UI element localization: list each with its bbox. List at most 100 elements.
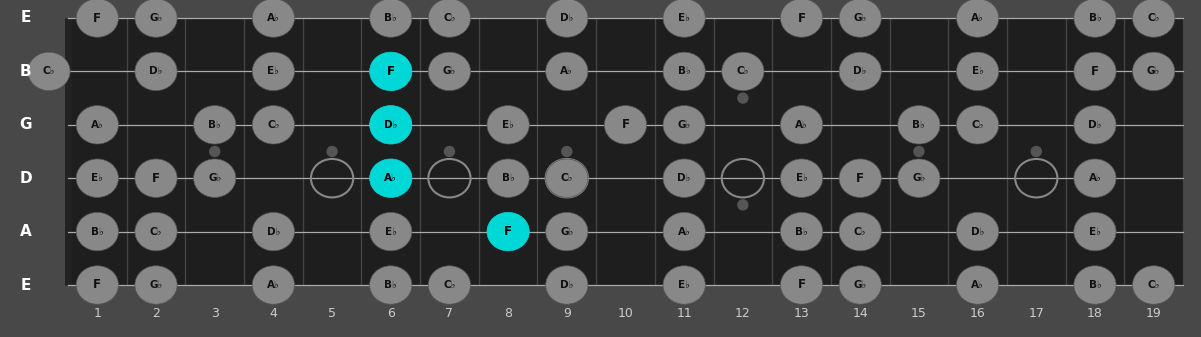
Ellipse shape — [839, 159, 882, 197]
Ellipse shape — [781, 105, 823, 144]
Circle shape — [210, 147, 220, 156]
Ellipse shape — [781, 266, 823, 304]
Text: 6: 6 — [387, 307, 395, 320]
Ellipse shape — [839, 0, 882, 37]
Text: 3: 3 — [210, 307, 219, 320]
Text: A♭: A♭ — [677, 226, 691, 237]
Text: F: F — [153, 172, 160, 185]
Ellipse shape — [545, 52, 588, 91]
Text: 10: 10 — [617, 307, 633, 320]
Text: A♭: A♭ — [384, 173, 398, 183]
Text: A: A — [20, 224, 31, 239]
Text: 12: 12 — [735, 307, 751, 320]
Text: C♭: C♭ — [43, 66, 55, 76]
Ellipse shape — [76, 159, 119, 197]
Text: E♭: E♭ — [972, 66, 984, 76]
Text: E♭: E♭ — [679, 13, 691, 23]
Ellipse shape — [486, 159, 530, 197]
Text: A♭: A♭ — [1088, 173, 1101, 183]
Ellipse shape — [839, 52, 882, 91]
Ellipse shape — [956, 105, 999, 144]
Ellipse shape — [1074, 52, 1116, 91]
Ellipse shape — [135, 266, 178, 304]
Text: G♭: G♭ — [208, 173, 221, 183]
Ellipse shape — [604, 105, 646, 144]
Ellipse shape — [193, 105, 235, 144]
Ellipse shape — [663, 159, 705, 197]
Text: F: F — [94, 11, 101, 25]
Text: C♭: C♭ — [854, 226, 866, 237]
Ellipse shape — [135, 52, 178, 91]
Ellipse shape — [76, 266, 119, 304]
Text: G♭: G♭ — [677, 120, 691, 130]
Text: C♭: C♭ — [972, 120, 984, 130]
Ellipse shape — [663, 52, 705, 91]
Text: D♭: D♭ — [970, 226, 985, 237]
Ellipse shape — [135, 159, 178, 197]
Ellipse shape — [252, 105, 294, 144]
Text: G♭: G♭ — [854, 280, 867, 290]
Ellipse shape — [545, 159, 588, 197]
Circle shape — [327, 147, 337, 156]
Circle shape — [1032, 147, 1041, 156]
Ellipse shape — [252, 212, 294, 251]
Text: 15: 15 — [912, 307, 927, 320]
Text: B♭: B♭ — [502, 173, 514, 183]
Ellipse shape — [722, 52, 764, 91]
Text: F: F — [94, 278, 101, 292]
Ellipse shape — [486, 105, 530, 144]
Text: D♭: D♭ — [384, 120, 398, 130]
Text: G♭: G♭ — [560, 226, 574, 237]
Text: A♭: A♭ — [795, 120, 808, 130]
Ellipse shape — [545, 0, 588, 37]
Text: B♭: B♭ — [795, 226, 808, 237]
Ellipse shape — [898, 105, 940, 144]
Ellipse shape — [429, 52, 471, 91]
Text: G♭: G♭ — [149, 13, 162, 23]
Text: 11: 11 — [676, 307, 692, 320]
Text: A♭: A♭ — [972, 13, 984, 23]
Text: 5: 5 — [328, 307, 336, 320]
Text: D♭: D♭ — [854, 66, 867, 76]
Text: F: F — [797, 278, 806, 292]
Circle shape — [914, 147, 924, 156]
Text: F: F — [797, 11, 806, 25]
Text: D♭: D♭ — [267, 226, 280, 237]
Text: 17: 17 — [1028, 307, 1044, 320]
Ellipse shape — [28, 52, 70, 91]
Text: B♭: B♭ — [384, 280, 398, 290]
Text: D: D — [19, 171, 32, 186]
Ellipse shape — [781, 159, 823, 197]
Ellipse shape — [370, 266, 412, 304]
Ellipse shape — [781, 212, 823, 251]
Ellipse shape — [135, 0, 178, 37]
Text: F: F — [387, 65, 395, 78]
Text: B♭: B♭ — [1088, 13, 1101, 23]
Text: G♭: G♭ — [443, 66, 456, 76]
Text: 14: 14 — [853, 307, 868, 320]
Text: C♭: C♭ — [736, 66, 749, 76]
Text: B♭: B♭ — [677, 66, 691, 76]
Bar — [68, 18, 1183, 285]
Ellipse shape — [370, 0, 412, 37]
Text: E♭: E♭ — [795, 173, 807, 183]
Circle shape — [562, 147, 572, 156]
Circle shape — [737, 93, 748, 103]
Ellipse shape — [663, 266, 705, 304]
Text: 2: 2 — [153, 307, 160, 320]
Text: 4: 4 — [269, 307, 277, 320]
Ellipse shape — [839, 266, 882, 304]
Text: B♭: B♭ — [1088, 280, 1101, 290]
Text: 1: 1 — [94, 307, 101, 320]
Text: B♭: B♭ — [384, 13, 398, 23]
Text: B♭: B♭ — [91, 226, 103, 237]
Text: F: F — [621, 118, 629, 131]
Text: D♭: D♭ — [560, 13, 574, 23]
Ellipse shape — [76, 212, 119, 251]
Ellipse shape — [429, 266, 471, 304]
Ellipse shape — [252, 52, 294, 91]
Text: E♭: E♭ — [268, 66, 280, 76]
Text: D♭: D♭ — [677, 173, 691, 183]
Text: G♭: G♭ — [854, 13, 867, 23]
Text: D♭: D♭ — [560, 280, 574, 290]
